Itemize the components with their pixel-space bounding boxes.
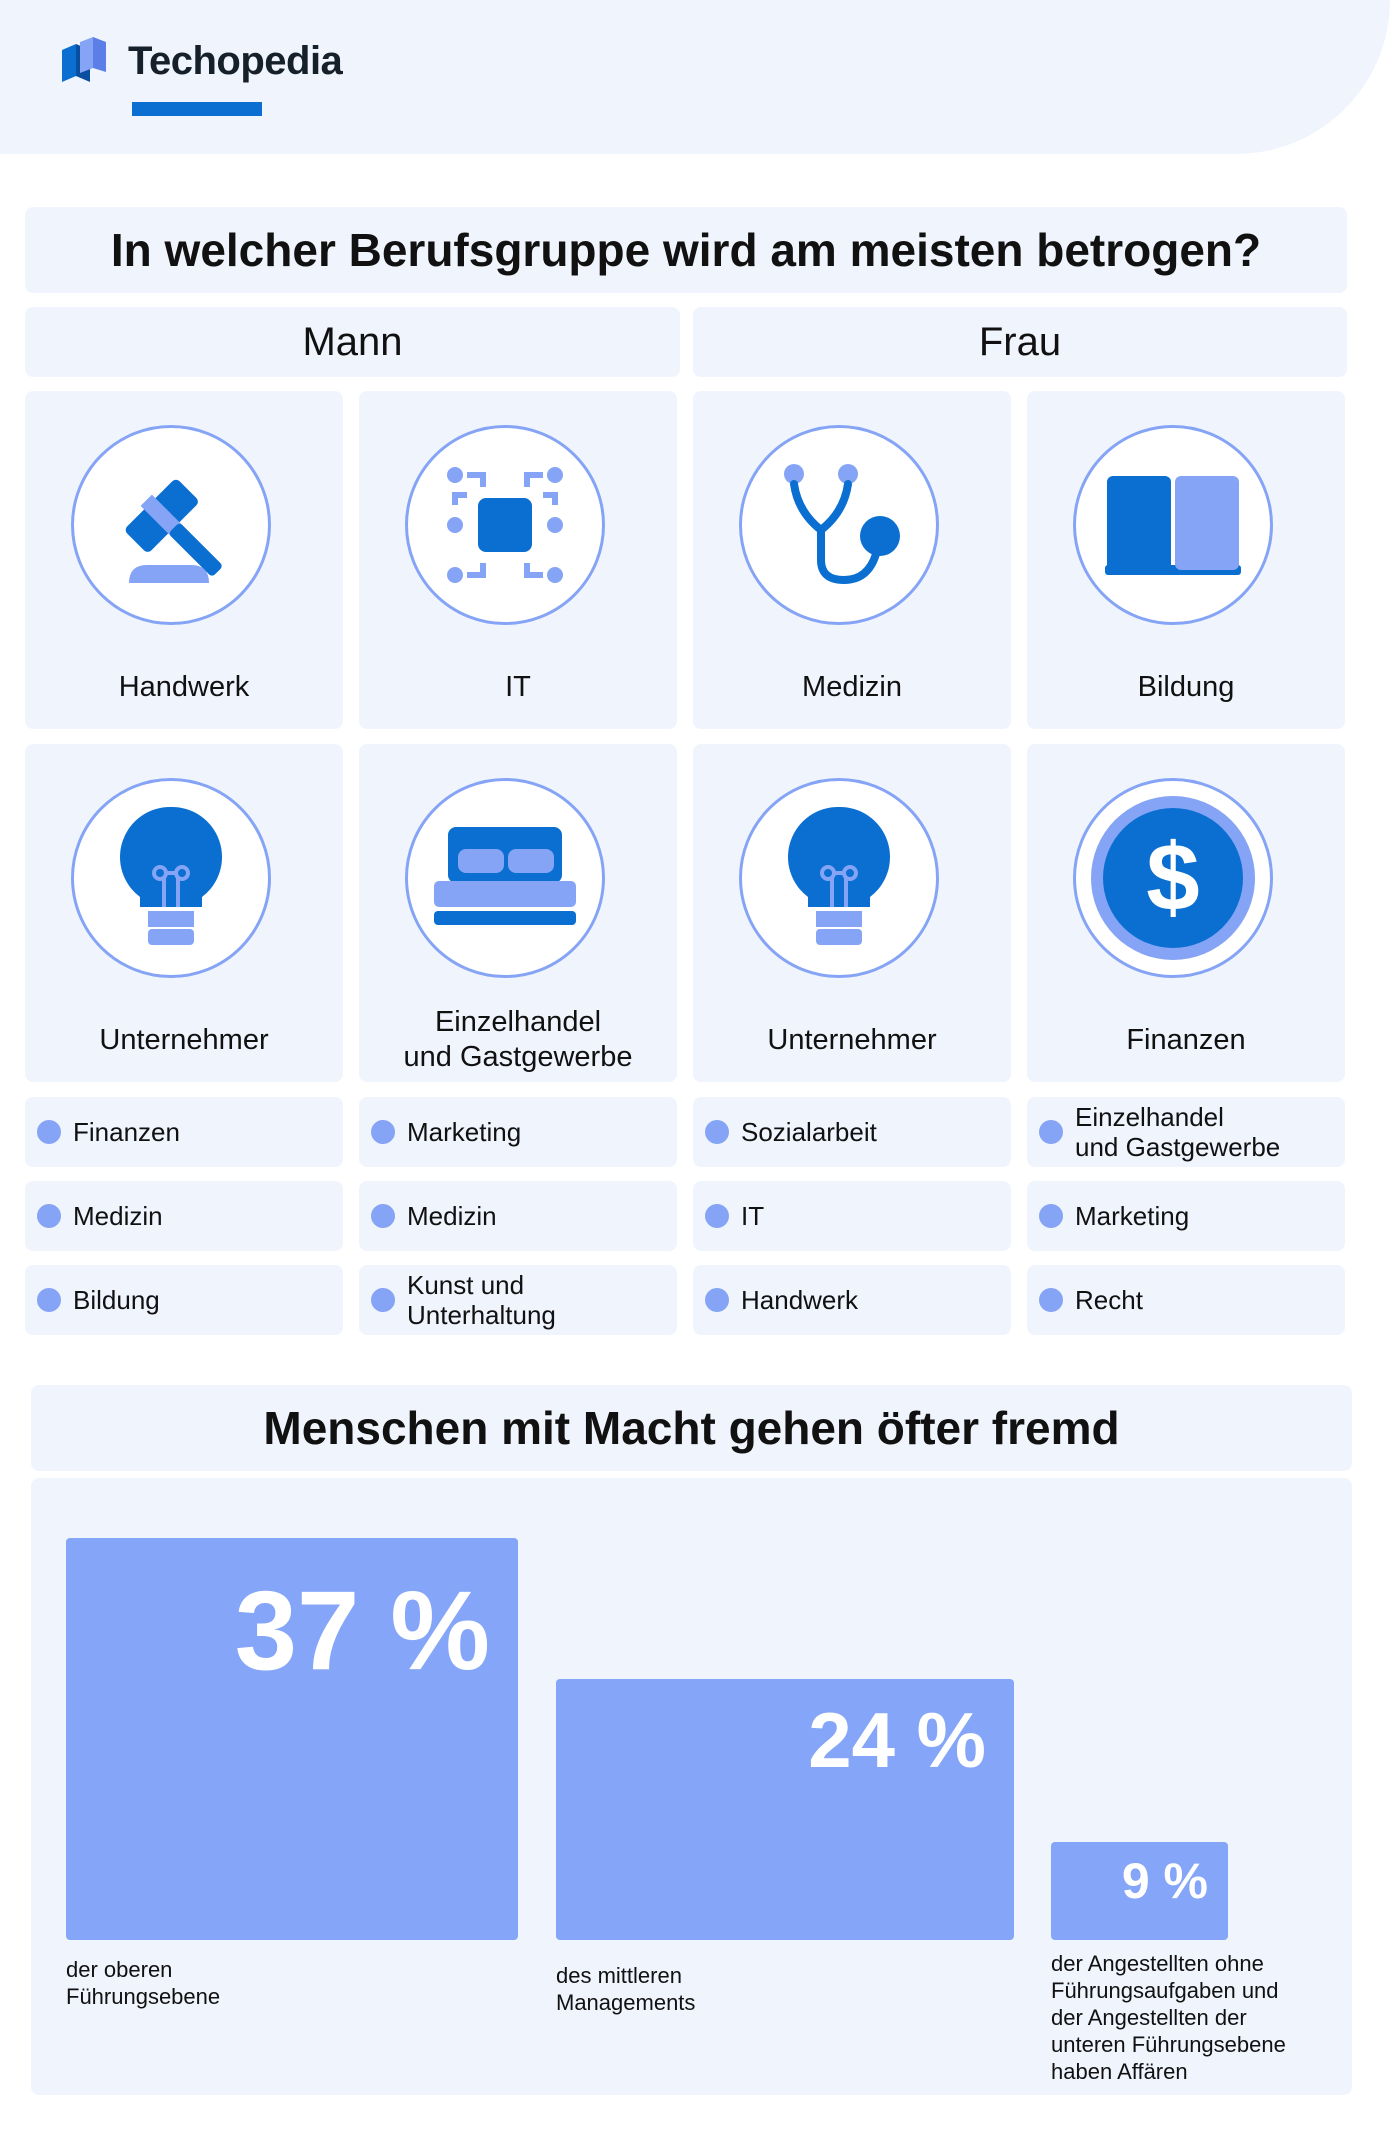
list-item-text: Bildung xyxy=(73,1285,160,1315)
bullet-dot xyxy=(37,1204,61,1228)
bullet-dot xyxy=(371,1204,395,1228)
list-item-text: Kunst und Unterhaltung xyxy=(407,1270,556,1330)
list-item-text: Sozialarbeit xyxy=(741,1117,877,1147)
bullet-dot xyxy=(705,1120,729,1144)
dollar-coin-icon: $ xyxy=(1091,796,1255,960)
card-einzelhandel: Einzelhandel und Gastgewerbe xyxy=(359,744,677,1082)
bullet-dot xyxy=(37,1288,61,1312)
stat-bar-employees: 9 % xyxy=(1051,1842,1228,1940)
lightbulb-icon xyxy=(119,806,223,945)
list-item: Sozialarbeit xyxy=(693,1097,1011,1167)
card-unternehmer-frau: Unternehmer xyxy=(693,744,1011,1082)
gavel-icon xyxy=(125,479,222,583)
list-item-text: Medizin xyxy=(73,1201,163,1231)
techopedia-logo-icon xyxy=(62,37,106,82)
card-label: Unternehmer xyxy=(767,1023,937,1056)
stat-caption: des mittleren Managements xyxy=(556,1963,696,2015)
section1-title-panel: In welcher Berufsgruppe wird am meisten … xyxy=(25,207,1347,293)
bed-icon xyxy=(434,827,576,925)
card-it: IT xyxy=(359,391,677,729)
logo[interactable]: Techopedia xyxy=(62,36,343,86)
card-handwerk: Handwerk xyxy=(25,391,343,729)
svg-text:$: $ xyxy=(1146,824,1199,931)
brand-name: Techopedia xyxy=(128,38,343,83)
column-header-frau: Frau xyxy=(693,307,1347,377)
icon-circle xyxy=(71,778,271,978)
card-label: IT xyxy=(505,670,531,703)
stat-bar-middle-management: 24 % xyxy=(556,1679,1014,1940)
section2-title: Menschen mit Macht gehen öfter fremd xyxy=(263,1402,1120,1454)
stat-caption: der Angestellten ohne Führungsaufgaben u… xyxy=(1051,1951,1286,2084)
header: Techopedia xyxy=(0,0,1390,154)
section2-title-panel: Menschen mit Macht gehen öfter fremd xyxy=(31,1385,1352,1471)
icon-circle xyxy=(71,425,271,625)
card-medizin: Medizin xyxy=(693,391,1011,729)
logo-underline xyxy=(132,102,262,116)
stat-value: 9 % xyxy=(1121,1853,1208,1909)
list-item: Einzelhandel und Gastgewerbe xyxy=(1027,1097,1345,1167)
section1-title: In welcher Berufsgruppe wird am meisten … xyxy=(110,224,1262,276)
card-label: Bildung xyxy=(1137,670,1235,703)
list-item-text: Handwerk xyxy=(741,1285,859,1315)
stethoscope-icon xyxy=(784,464,900,585)
bullet-dot xyxy=(371,1120,395,1144)
list-item-text: Einzelhandel und Gastgewerbe xyxy=(1075,1102,1281,1162)
icon-circle xyxy=(1073,425,1273,625)
card-label: Unternehmer xyxy=(99,1023,269,1056)
column-header-mann: Mann xyxy=(25,307,680,377)
list-item: Recht xyxy=(1027,1265,1345,1335)
bullet-dot xyxy=(1039,1120,1063,1144)
card-finanzen: $ Finanzen xyxy=(1027,744,1345,1082)
bullet-dot xyxy=(1039,1288,1063,1312)
bullet-dot xyxy=(37,1120,61,1144)
chip-icon xyxy=(447,467,563,583)
list-item: Kunst und Unterhaltung xyxy=(359,1265,677,1335)
bullet-dot xyxy=(705,1288,729,1312)
list-item-text: Recht xyxy=(1075,1285,1143,1315)
card-bildung: Bildung xyxy=(1027,391,1345,729)
list-item: Bildung xyxy=(25,1265,343,1335)
bullet-dot xyxy=(371,1288,395,1312)
icon-circle xyxy=(739,778,939,978)
list-item-text: Finanzen xyxy=(73,1117,180,1147)
stat-bar-upper-management: 37 % xyxy=(66,1538,518,1940)
list-item: Handwerk xyxy=(693,1265,1011,1335)
column-label-frau: Frau xyxy=(978,319,1062,364)
card-label: Finanzen xyxy=(1126,1023,1246,1056)
card-unternehmer-mann: Unternehmer xyxy=(25,744,343,1082)
list-item-text: Medizin xyxy=(407,1201,497,1231)
stats-panel: 37 % der oberen Führungsebene 24 % des m… xyxy=(31,1478,1352,2095)
stat-value: 24 % xyxy=(808,1696,986,1784)
book-icon xyxy=(1105,476,1241,575)
list-item: IT xyxy=(693,1181,1011,1251)
icon-circle xyxy=(405,425,605,625)
bullet-dot xyxy=(1039,1204,1063,1228)
list-item: Marketing xyxy=(359,1097,677,1167)
card-label: Medizin xyxy=(802,670,902,703)
list-item: Finanzen xyxy=(25,1097,343,1167)
bullet-dot xyxy=(705,1204,729,1228)
list-item-text: IT xyxy=(741,1201,765,1231)
icon-circle xyxy=(739,425,939,625)
list-item-text: Marketing xyxy=(1075,1201,1190,1231)
card-label: Handwerk xyxy=(118,670,250,703)
stat-value: 37 % xyxy=(234,1568,490,1693)
lightbulb-icon xyxy=(787,806,891,945)
list-item-text: Marketing xyxy=(407,1117,522,1147)
list-item: Medizin xyxy=(25,1181,343,1251)
list-item: Medizin xyxy=(359,1181,677,1251)
icon-circle: $ xyxy=(1073,778,1273,978)
column-label-mann: Mann xyxy=(302,319,403,364)
card-label: Einzelhandel und Gastgewerbe xyxy=(403,1006,633,1073)
icon-circle xyxy=(405,778,605,978)
stat-caption: der oberen Führungsebene xyxy=(66,1957,221,2009)
list-item: Marketing xyxy=(1027,1181,1345,1251)
